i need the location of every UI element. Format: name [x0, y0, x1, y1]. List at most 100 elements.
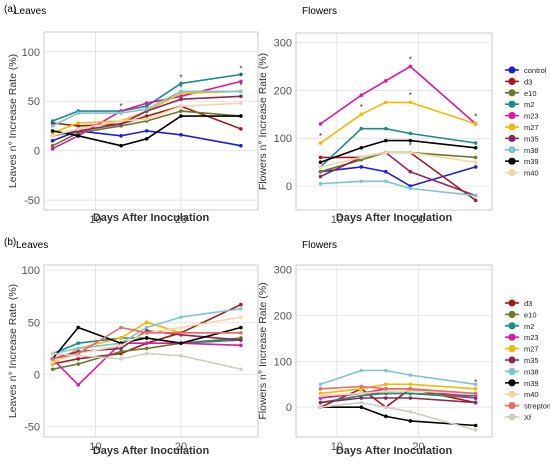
- data-point: [384, 368, 388, 373]
- legend-label: m35: [524, 356, 539, 365]
- y-axis-label: Flowers n° Increase Rate (%): [257, 53, 269, 190]
- data-point: [119, 111, 123, 115]
- data-point: [179, 315, 183, 319]
- data-point: [408, 382, 413, 387]
- data-point: [76, 362, 81, 366]
- data-point: [239, 143, 243, 148]
- data-point: [50, 134, 55, 138]
- data-point: [119, 143, 123, 148]
- data-point: [144, 101, 149, 105]
- legend-swatch-dot: [508, 402, 516, 410]
- series-m38: [318, 179, 478, 198]
- legend-swatch-dot: [508, 413, 516, 421]
- data-point: [473, 122, 478, 126]
- data-point: [119, 122, 123, 126]
- series-line: [52, 303, 242, 365]
- legend-label: e10: [524, 310, 537, 319]
- legend-label: m27: [524, 345, 539, 354]
- data-point: [473, 396, 478, 400]
- data-point: [239, 306, 243, 311]
- data-point: [408, 373, 413, 377]
- data-point: [473, 146, 478, 150]
- y-tick-label: 300: [274, 38, 292, 50]
- data-point: [473, 160, 478, 164]
- y-tick-label: 50: [28, 317, 40, 329]
- x-tick-label: 20: [175, 214, 187, 226]
- y-tick-label: 100: [22, 265, 40, 277]
- series-m38: [318, 368, 478, 387]
- y-tick-label: 0: [286, 181, 292, 193]
- data-point: [239, 114, 243, 118]
- data-point: [408, 396, 413, 400]
- data-point: [76, 341, 81, 345]
- data-point: [359, 112, 364, 117]
- data-point: [318, 405, 323, 409]
- data-point: [76, 134, 81, 138]
- data-point: [50, 351, 55, 356]
- y-axis-label: Flowers n° Increase Rate (%): [257, 282, 269, 419]
- data-point: [318, 181, 323, 186]
- legend-swatch-dot: [508, 112, 516, 120]
- series-m40: [50, 101, 243, 138]
- legend-label: m40: [524, 169, 539, 178]
- data-point: [144, 341, 149, 345]
- data-point: [359, 155, 364, 160]
- legend-label: control: [524, 66, 547, 75]
- data-point: [359, 93, 364, 97]
- data-point: [384, 179, 388, 184]
- data-point: [408, 150, 413, 155]
- y-tick-label: 0: [34, 146, 40, 158]
- data-point: [144, 336, 149, 340]
- data-point: [179, 104, 183, 108]
- data-point: [359, 126, 364, 131]
- data-point: [144, 330, 149, 335]
- series-m40: [318, 150, 478, 169]
- data-point: [359, 396, 364, 400]
- legend-swatch-dot: [508, 379, 516, 387]
- significance-mark: *: [474, 113, 477, 122]
- legend-label: m35: [524, 134, 539, 143]
- data-point: [359, 146, 364, 150]
- data-point: [119, 346, 123, 351]
- legend-item-streptomycin: streptomycin: [505, 402, 550, 411]
- data-point: [408, 100, 413, 105]
- data-point: [359, 165, 364, 169]
- data-point: [239, 367, 243, 372]
- data-point: [318, 122, 323, 126]
- series-line: [52, 95, 241, 137]
- legend-swatch-dot: [508, 322, 516, 330]
- series-m27: [318, 382, 478, 396]
- data-point: [384, 405, 388, 409]
- chart-a-leaves: -50 0 50 100 10 20 Leaves Days After Inoculatio…: [7, 6, 259, 226]
- significance-mark: *: [239, 65, 242, 74]
- significance-mark: *: [179, 73, 182, 82]
- y-tick-label: 300: [274, 265, 292, 277]
- series-line: [52, 342, 241, 386]
- legend-label: m38: [524, 367, 539, 376]
- significance-mark: *: [319, 132, 322, 141]
- data-point: [119, 134, 123, 138]
- data-point: [50, 360, 55, 364]
- data-point: [318, 174, 323, 179]
- series-line: [52, 90, 241, 134]
- data-point: [239, 302, 243, 307]
- data-point: [384, 387, 388, 391]
- chart-title: Leaves: [16, 240, 48, 251]
- data-point: [384, 150, 388, 155]
- legend-item-Xf: Xf: [505, 413, 532, 422]
- series-line: [51, 326, 242, 360]
- chart-a-flowers: 0 100 200 300 10 20 Flowers Days After Inoculat…: [257, 6, 493, 226]
- data-point: [50, 357, 55, 361]
- data-point: [384, 169, 388, 174]
- data-point: [76, 346, 81, 351]
- legend-label: m27: [524, 123, 539, 132]
- series-line: [52, 352, 242, 370]
- series-m38: [50, 89, 243, 128]
- series-line: [52, 130, 242, 147]
- significance-mark: *: [360, 103, 363, 112]
- data-point: [179, 133, 183, 137]
- data-point: [318, 382, 323, 387]
- data-point: [179, 114, 183, 118]
- data-point: [408, 419, 413, 423]
